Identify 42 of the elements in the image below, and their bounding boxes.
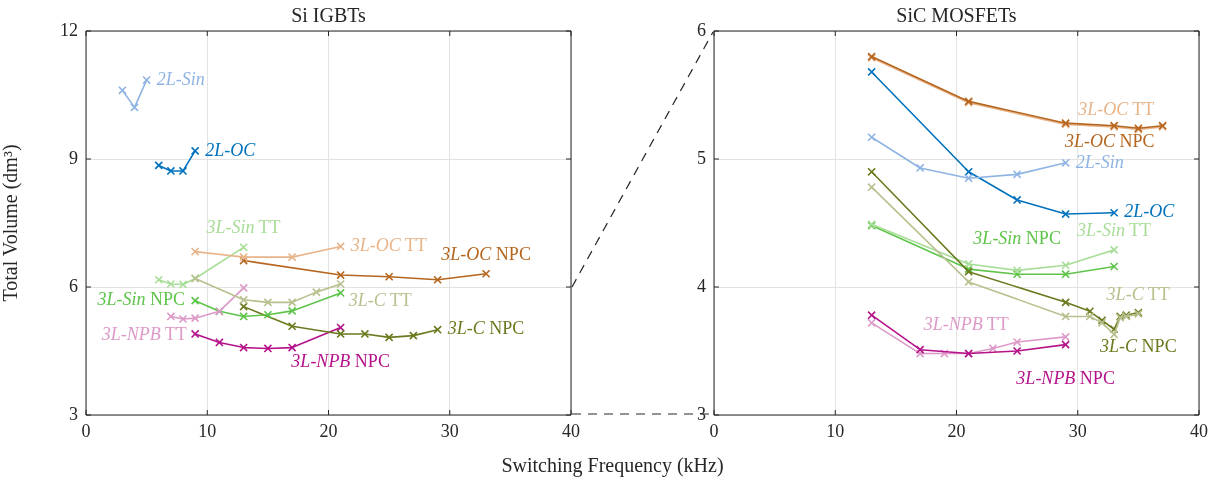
series-label: 3L-Sin TT	[205, 217, 281, 238]
series-label: 3L-C TT	[347, 289, 412, 310]
series-label: 2L-Sin	[156, 68, 205, 89]
series-label: 3L-NPB NPC	[290, 351, 390, 372]
x-tick-label: 10	[198, 420, 217, 441]
series-label: 3L-C NPC	[1099, 336, 1177, 357]
chart-title: Si IGBTs	[291, 4, 367, 27]
series-label: 3L-Sin TT	[1075, 219, 1152, 240]
x-tick-label: 40	[562, 420, 580, 441]
y-axis-title: Total Volume (dm³)	[0, 144, 23, 302]
series-label: 2L-OC	[205, 139, 257, 160]
series-label: 3L-OC NPC	[1064, 131, 1155, 152]
series-label: 3L-C NPC	[446, 318, 525, 339]
x-axis-title: Switching Frequency (kHz)	[500, 454, 725, 477]
y-tick-label: 5	[697, 147, 706, 168]
series-label: 3L-NPB TT	[100, 323, 187, 344]
series-label: 3L-OC TT	[349, 235, 427, 256]
series-label: 2L-Sin	[1075, 151, 1124, 172]
series-label: 2L-OC	[1124, 201, 1176, 222]
x-tick-label: 0	[709, 420, 719, 441]
series-label: 3L-Sin NPC	[972, 227, 1061, 248]
y-tick-label: 3	[697, 403, 706, 424]
x-tick-label: 30	[440, 420, 459, 441]
x-tick-label: 30	[1068, 420, 1087, 441]
x-tick-label: 10	[826, 420, 845, 441]
series-label: 3L-OC NPC	[440, 243, 531, 264]
series-label: 3L-Sin NPC	[96, 289, 186, 310]
x-tick-label: 20	[947, 420, 966, 441]
y-tick-label: 6	[69, 275, 78, 296]
x-tick-label: 40	[1190, 420, 1208, 441]
series-label: 3L-OC TT	[1077, 98, 1155, 119]
series-label: 3L-C TT	[1105, 283, 1170, 304]
chart-title: SiC MOSFETs	[896, 4, 1017, 27]
series-label: 3L-NPB NPC	[1015, 368, 1115, 389]
y-tick-label: 3	[69, 403, 78, 424]
x-tick-label: 20	[319, 420, 338, 441]
y-tick-label: 12	[60, 19, 78, 40]
y-tick-label: 4	[697, 275, 706, 296]
y-tick-label: 6	[697, 19, 706, 40]
x-tick-label: 0	[81, 420, 91, 441]
series-label: 3L-NPB TT	[922, 313, 1009, 334]
y-tick-label: 9	[69, 147, 78, 168]
